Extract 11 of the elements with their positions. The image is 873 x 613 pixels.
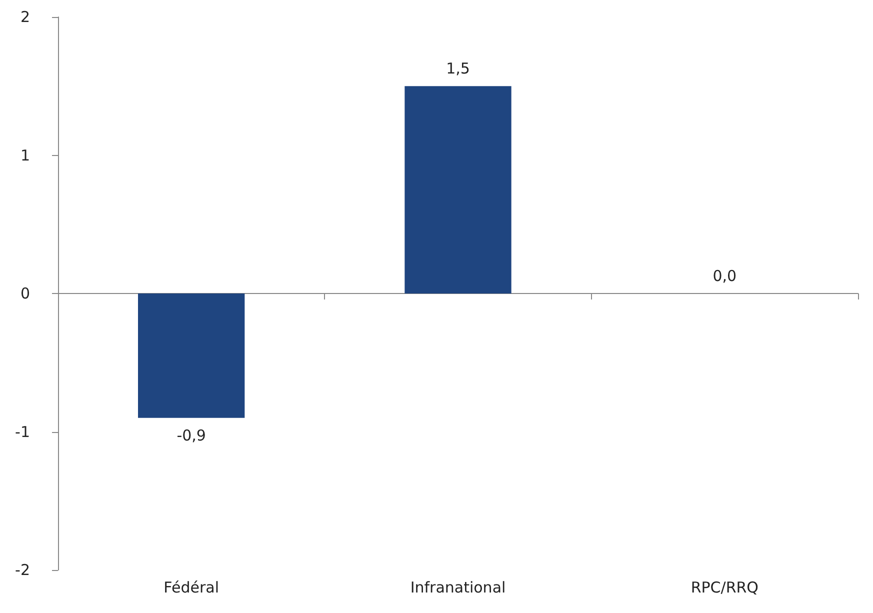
x-tick-label: Infranational (410, 578, 506, 596)
y-tick-label: -1 (15, 422, 30, 441)
x-tick-label: Fédéral (164, 578, 219, 596)
y-tick-label: 2 (20, 8, 30, 26)
data-label: 1,5 (446, 60, 470, 78)
y-tick-label: -2 (15, 561, 30, 579)
data-label: -0,9 (176, 426, 206, 444)
data-label: 0,0 (712, 267, 737, 285)
x-tick-label: RPC/RRQ (690, 578, 758, 596)
y-tick-label: 0 (20, 284, 30, 302)
y-tick-label: 1 (20, 146, 30, 164)
